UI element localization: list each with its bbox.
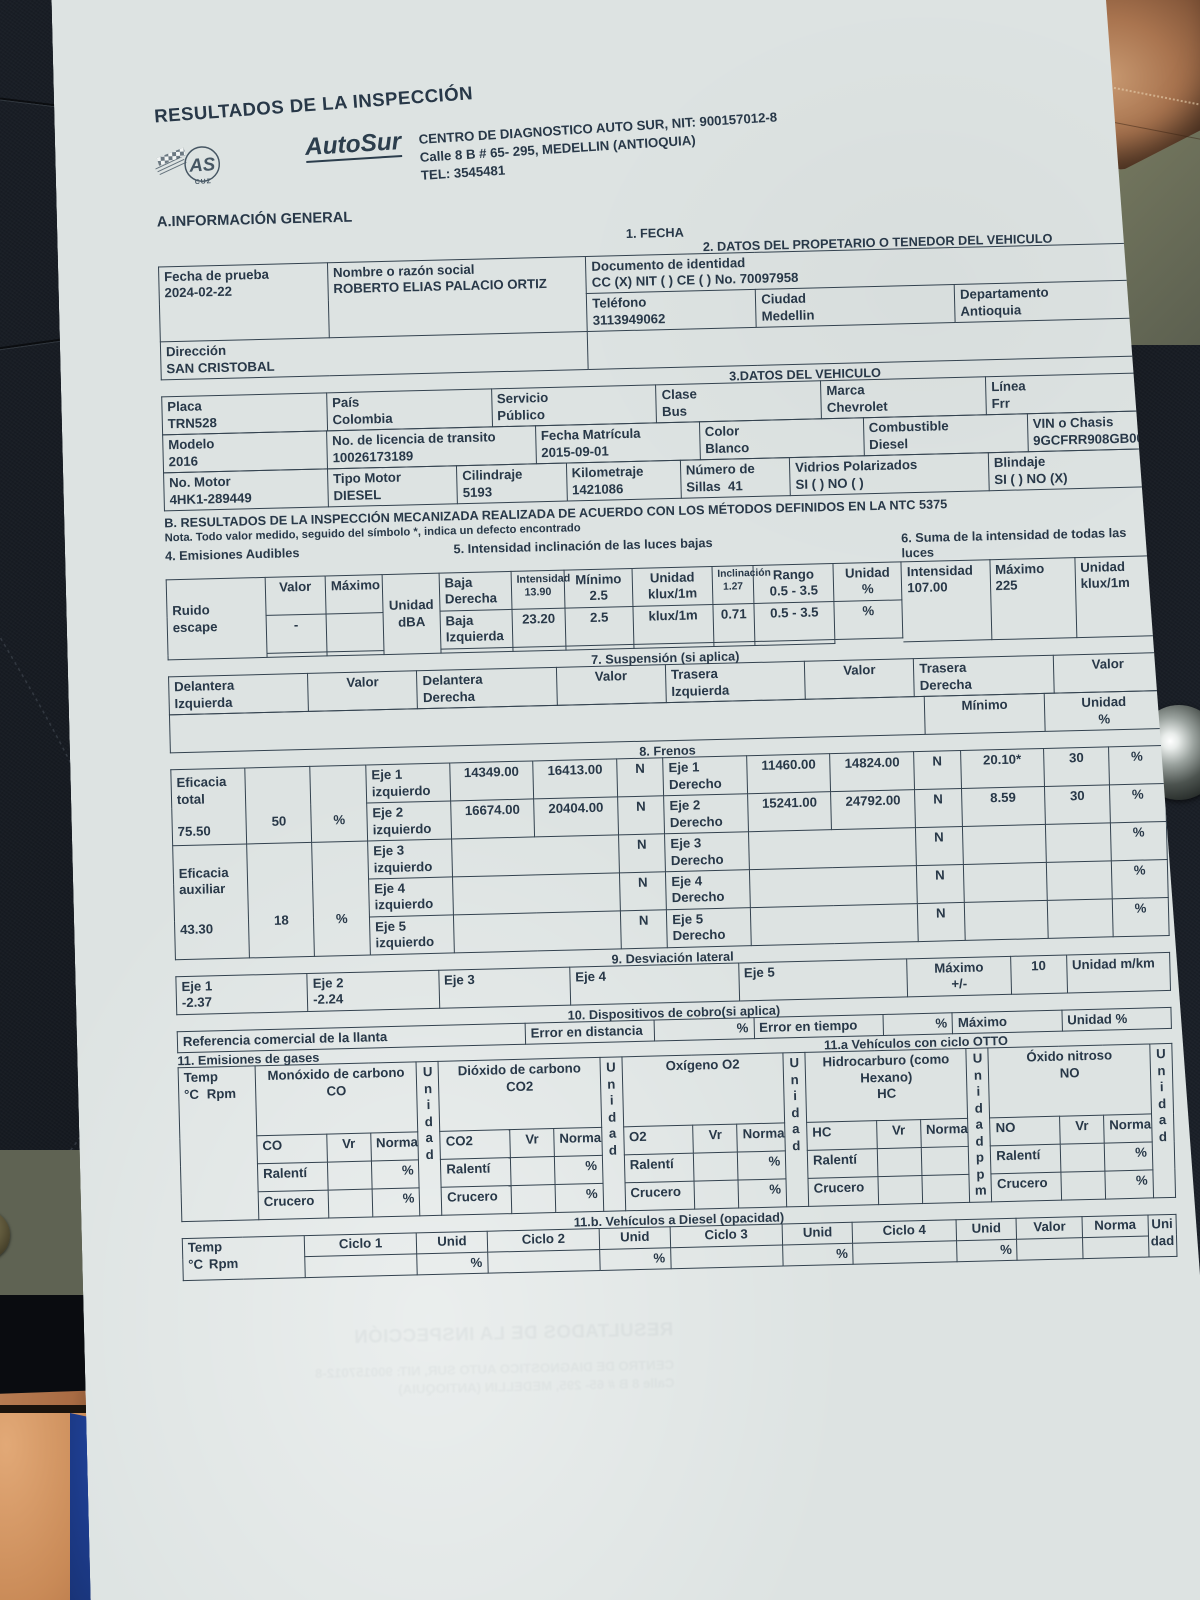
svg-text:AS: AS (188, 153, 217, 176)
svg-text:CUZ: CUZ (195, 178, 212, 186)
